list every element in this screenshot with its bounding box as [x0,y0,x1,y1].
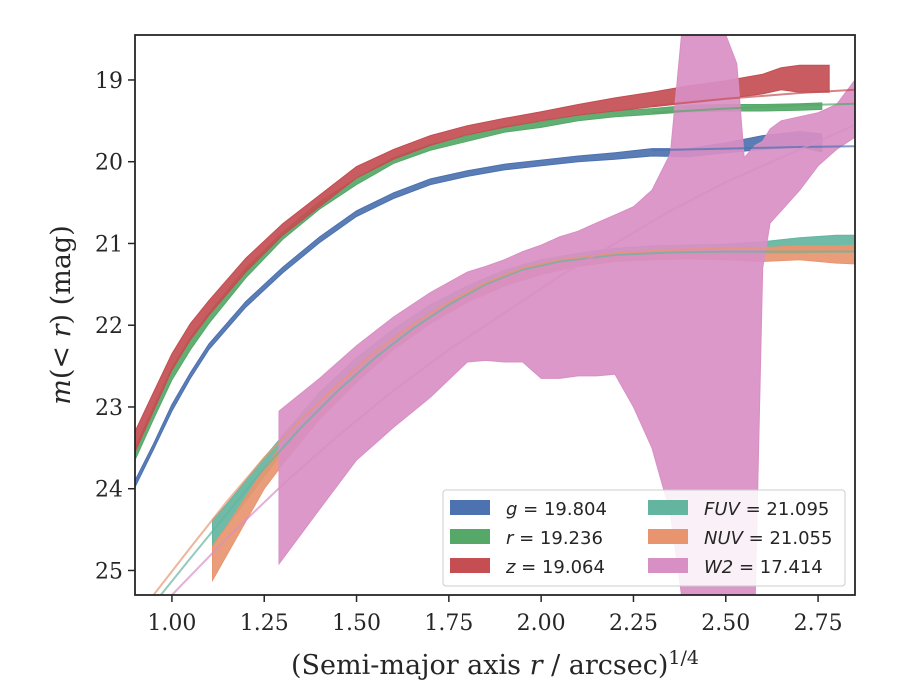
legend-swatch-fuv [648,500,688,515]
x-tick-label: 1.75 [424,611,473,636]
legend-label-fuv: FUV = 21.095 [704,499,829,520]
fit-line-g [651,145,855,152]
x-tick-label: 2.50 [701,611,750,636]
y-tick-label: 24 [95,478,123,503]
legend-label-nuv: NUV = 21.055 [704,528,832,549]
legend-swatch-r [450,529,490,544]
legend-label-g: g = 19.804 [506,499,607,520]
fit-line-fuv [160,250,855,595]
x-tick-label: 1.00 [147,611,196,636]
y-tick-label: 25 [95,559,123,584]
fit-line-z [651,88,855,108]
x-tick-label: 2.25 [609,611,658,636]
legend-frame [442,489,846,587]
x-axis: 1.00 1.25 1.50 1.75 2.00 2.25 2.50 2.75 [147,595,843,636]
legend-swatch-z [450,558,490,573]
y-tick-label: 19 [95,69,123,94]
legend: g = 19.804 r = 19.236 z = 19.064 FUV = 21.0… [442,489,846,587]
x-tick-label: 1.25 [240,611,289,636]
y-tick-label: 23 [95,396,123,421]
legend-label-w2: W2 = 17.414 [704,557,823,578]
legend-swatch-nuv [648,529,688,544]
fits-layer [152,88,855,595]
fit-line-nuv [152,247,855,595]
fit-line-w2 [171,123,855,595]
x-tick-label: 2.00 [517,611,566,636]
y-tick-label: 20 [95,151,123,176]
legend-label-z: z = 19.064 [505,557,605,578]
y-axis: 19 20 21 22 23 24 25 [95,69,135,584]
legend-label-r: r = 19.236 [506,528,603,549]
x-axis-title: (Semi-major axis r / arcsec)1/4 [291,647,699,681]
y-axis-title: m(< r) (mag) [46,225,77,404]
legend-swatch-g [450,500,490,515]
legend-swatch-w2 [648,558,688,573]
fit-line-r [651,102,855,114]
y-tick-label: 22 [95,314,123,339]
x-tick-label: 1.50 [332,611,381,636]
band-w2 [278,35,855,595]
x-tick-label: 2.75 [794,611,843,636]
y-tick-label: 21 [95,232,123,257]
plot-frame [134,34,856,596]
